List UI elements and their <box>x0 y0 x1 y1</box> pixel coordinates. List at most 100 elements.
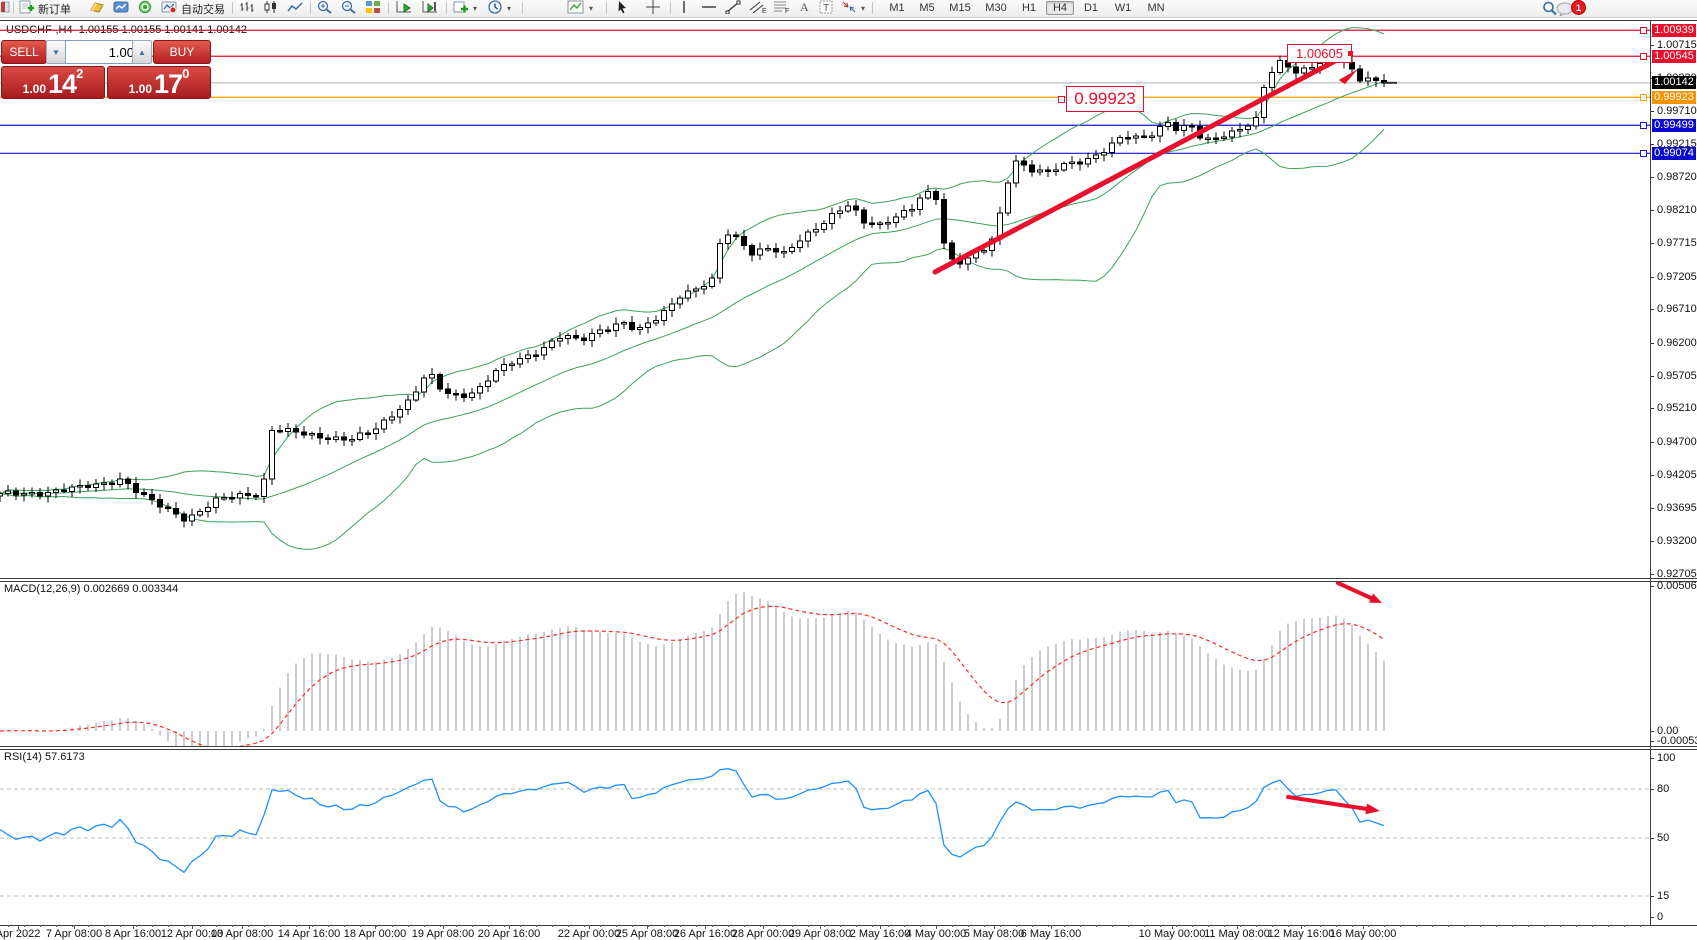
autotrading-button[interactable]: 自动交易 <box>160 1 230 16</box>
price-tick <box>1650 243 1654 244</box>
bar-chart-button[interactable] <box>238 1 260 16</box>
price-tick-label: 0.93695 <box>1657 502 1697 514</box>
periods-icon <box>487 0 503 17</box>
timeframe-button-M1[interactable]: M1 <box>889 2 905 14</box>
price-tick-label: 0.98210 <box>1657 204 1697 216</box>
indicators-button[interactable]: ▾ <box>452 1 482 16</box>
timeframe-button-MN[interactable]: MN <box>1147 2 1165 14</box>
notification-badge[interactable]: 1 <box>1571 0 1586 15</box>
new-order-button[interactable]: 新订单 <box>18 0 86 16</box>
time-minor-tick <box>664 925 665 927</box>
price-tick <box>1650 442 1654 443</box>
time-minor-tick <box>1272 925 1273 927</box>
time-minor-tick <box>120 925 121 927</box>
bid-price-panel[interactable]: 1.00 14 2 <box>1 66 105 99</box>
rsi-level-label: 0 <box>1657 911 1664 923</box>
sell-button[interactable]: SELL <box>1 40 47 64</box>
signals-button[interactable] <box>136 0 158 16</box>
time-minor-tick <box>1336 925 1337 927</box>
trendline-tool-button[interactable] <box>724 0 748 16</box>
time-label: 29 Apr 08:00 <box>788 928 852 940</box>
line-chart-button[interactable] <box>286 1 308 16</box>
profiles-icon <box>113 0 130 17</box>
volume-increase-button[interactable]: ▲ <box>132 40 152 64</box>
time-minor-tick <box>744 925 745 927</box>
timeframe-button-H1[interactable]: H1 <box>1021 2 1037 14</box>
price-tick <box>1650 408 1654 409</box>
vertical-line-tool-button[interactable] <box>676 1 700 16</box>
crosshair-tool-button[interactable] <box>644 0 670 16</box>
main-chart-canvas[interactable] <box>0 21 1650 578</box>
toolbar-separator <box>310 2 311 14</box>
time-minor-tick <box>840 925 841 927</box>
timeframe-button-H4[interactable]: H4 <box>1046 1 1074 15</box>
volume-input[interactable] <box>65 40 140 64</box>
horizontal-line-tool-button[interactable] <box>700 1 724 16</box>
auto-scroll-button[interactable] <box>394 1 418 16</box>
fibonacci-tool-button[interactable]: F <box>772 1 796 16</box>
toolbar-separator <box>522 2 523 14</box>
volume-decrease-button[interactable]: ▼ <box>46 40 66 64</box>
text-tool-button[interactable]: A <box>796 0 818 16</box>
time-tick <box>589 925 590 929</box>
timeframe-button-M15[interactable]: M15 <box>949 2 971 14</box>
ask-price-panel[interactable]: 1.00 17 0 <box>107 66 211 99</box>
price-tick <box>1650 343 1654 344</box>
arrows-tool-icon <box>841 0 857 17</box>
channel-tool-button[interactable]: E <box>748 1 772 16</box>
time-minor-tick <box>1096 925 1097 927</box>
panel-separator[interactable] <box>0 578 1697 579</box>
chart-style-button[interactable] <box>88 1 110 16</box>
arrows-tool-button[interactable]: ▾ <box>840 1 868 16</box>
candlestick-chart-button[interactable] <box>262 1 284 16</box>
time-minor-tick <box>232 925 233 927</box>
time-tick <box>18 925 19 929</box>
price-tick-label: 0.98720 <box>1657 171 1697 183</box>
cursor-tool-button[interactable] <box>614 1 640 16</box>
time-minor-tick <box>792 925 793 927</box>
time-minor-tick <box>296 925 297 927</box>
line-chart-icon <box>287 0 303 17</box>
price-tick-label: 0.96710 <box>1657 303 1697 315</box>
time-minor-tick <box>1448 925 1449 927</box>
time-minor-tick <box>1144 925 1145 927</box>
zoom-out-button[interactable] <box>340 0 362 16</box>
time-minor-tick <box>1528 925 1529 927</box>
search-icon[interactable] <box>1542 1 1558 16</box>
time-minor-tick <box>1208 925 1209 927</box>
vertical-line-tool-icon <box>677 0 691 17</box>
timeframe-button-M30[interactable]: M30 <box>985 2 1007 14</box>
time-minor-tick <box>360 925 361 927</box>
time-minor-tick <box>1240 925 1241 927</box>
macd-panel-canvas[interactable] <box>0 582 1650 746</box>
macd-tick-label: 0.00 <box>1657 725 1679 737</box>
text-label-tool-button[interactable]: T <box>818 0 840 16</box>
time-minor-tick <box>1352 925 1353 927</box>
chevron-down-icon: ▾ <box>589 4 594 13</box>
chart-shift-button[interactable] <box>420 1 444 16</box>
time-minor-tick <box>24 925 25 927</box>
time-minor-tick <box>952 925 953 927</box>
periods-button[interactable]: ▾ <box>486 0 516 17</box>
time-minor-tick <box>1080 925 1081 927</box>
timeframe-button-W1[interactable]: W1 <box>1114 2 1132 14</box>
templates-button[interactable]: ▾ <box>566 0 600 16</box>
toolbar-separator <box>232 2 233 14</box>
time-label: Apr 2022 <box>0 928 41 940</box>
time-minor-tick <box>408 925 409 927</box>
time-label: 26 Apr 16:00 <box>673 928 737 940</box>
panel-separator[interactable] <box>0 746 1697 747</box>
rsi-panel-canvas[interactable] <box>0 750 1650 925</box>
timeframe-button-D1[interactable]: D1 <box>1083 2 1099 14</box>
time-minor-tick <box>824 925 825 927</box>
buy-button[interactable]: BUY <box>153 40 211 64</box>
time-minor-tick <box>104 925 105 927</box>
indicators-icon <box>453 0 469 17</box>
time-label: 25 Apr 08:00 <box>615 928 679 940</box>
price-tick <box>1650 508 1654 509</box>
profiles-button[interactable] <box>112 1 134 16</box>
tile-windows-button[interactable] <box>364 1 386 16</box>
time-minor-tick <box>600 925 601 927</box>
zoom-in-button[interactable] <box>316 0 338 16</box>
timeframe-button-M5[interactable]: M5 <box>919 2 935 14</box>
